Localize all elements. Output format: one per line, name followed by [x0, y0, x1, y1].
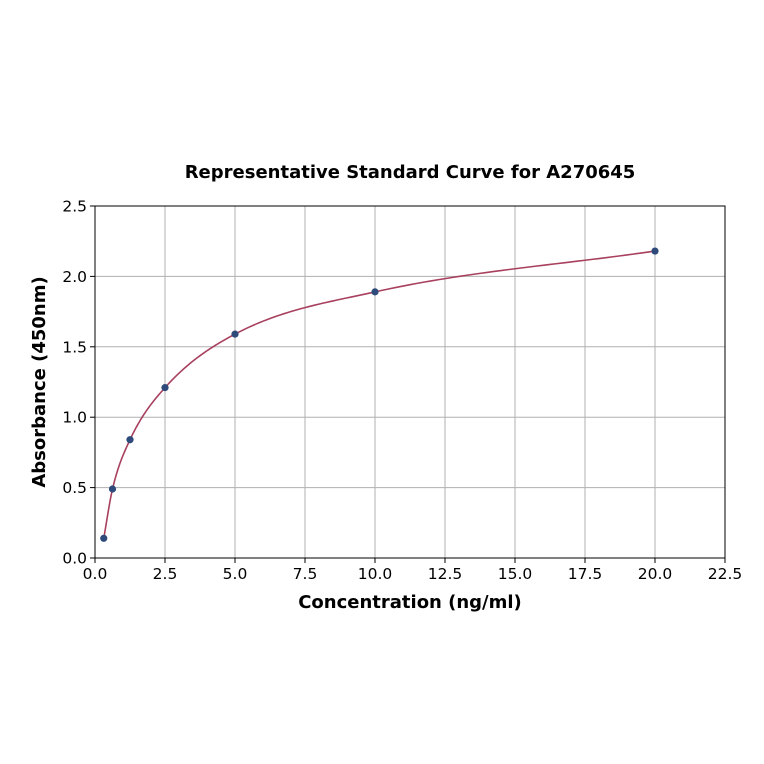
plot-frame [94, 205, 726, 559]
data-point [371, 288, 379, 296]
y-tick-label: 0.5 [62, 479, 87, 497]
x-tick-label: 7.5 [293, 565, 318, 583]
fit-curve-layer [102, 250, 656, 539]
y-axis-ticks: 0.0 0.5 1.0 1.5 2.0 2.5 [62, 198, 95, 568]
x-tick-label: 20.0 [638, 565, 673, 583]
x-axis-ticks: 0.0 2.5 5.0 7.5 10.0 12.5 15.0 17.5 20.0 22.5 [83, 558, 743, 583]
x-axis-label: Concentration (ng/ml) [298, 592, 522, 613]
chart-title: Representative Standard Curve for A27064… [185, 162, 636, 183]
data-point [651, 247, 659, 255]
data-point [100, 534, 108, 542]
x-tick-label: 12.5 [428, 565, 463, 583]
x-tick-label: 2.5 [153, 565, 178, 583]
data-point [108, 485, 117, 493]
fit-curve [102, 250, 656, 539]
data-point [231, 330, 239, 338]
data-points [100, 247, 659, 542]
y-tick-label: 1.0 [62, 409, 87, 427]
y-tick-label: 0.0 [62, 550, 87, 568]
x-tick-label: 15.0 [498, 565, 533, 583]
y-tick-label: 2.5 [62, 198, 87, 216]
x-tick-label: 5.0 [223, 565, 248, 583]
y-tick-label: 1.5 [62, 338, 87, 356]
grid [94, 205, 726, 559]
x-tick-label: 0.0 [83, 565, 108, 583]
data-point [126, 436, 134, 444]
data-point [161, 384, 169, 392]
y-tick-label: 2.0 [62, 268, 87, 286]
x-tick-label: 17.5 [568, 565, 603, 583]
y-axis-label: Absorbance (450nm) [29, 276, 50, 487]
x-tick-label: 10.0 [358, 565, 393, 583]
x-tick-label: 22.5 [708, 565, 743, 583]
